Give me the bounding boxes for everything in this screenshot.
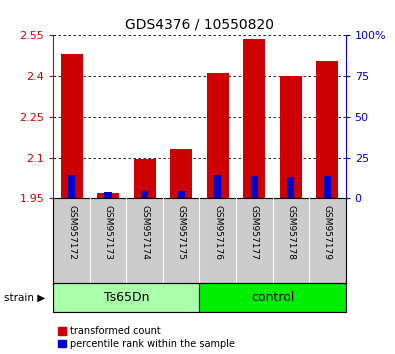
Bar bbox=[141, 191, 149, 198]
Bar bbox=[134, 159, 156, 198]
Bar bbox=[316, 61, 338, 198]
Bar bbox=[53, 283, 199, 312]
Text: GSM957177: GSM957177 bbox=[250, 205, 259, 260]
Bar bbox=[251, 176, 258, 198]
Bar bbox=[287, 177, 295, 198]
Bar bbox=[104, 192, 112, 198]
Bar bbox=[178, 192, 185, 198]
Bar bbox=[243, 39, 265, 198]
Text: strain ▶: strain ▶ bbox=[4, 292, 45, 302]
Text: GSM957175: GSM957175 bbox=[177, 205, 186, 260]
Title: GDS4376 / 10550820: GDS4376 / 10550820 bbox=[125, 17, 274, 32]
Text: Ts65Dn: Ts65Dn bbox=[103, 291, 149, 304]
Text: GSM957176: GSM957176 bbox=[213, 205, 222, 260]
Bar bbox=[214, 175, 221, 198]
Bar bbox=[68, 175, 75, 198]
Bar bbox=[199, 283, 346, 312]
Bar bbox=[280, 76, 302, 198]
Text: GSM957173: GSM957173 bbox=[103, 205, 113, 260]
Legend: transformed count, percentile rank within the sample: transformed count, percentile rank withi… bbox=[58, 326, 235, 349]
Text: GSM957174: GSM957174 bbox=[140, 205, 149, 260]
Text: GSM957172: GSM957172 bbox=[67, 205, 76, 260]
Text: GSM957178: GSM957178 bbox=[286, 205, 295, 260]
Bar bbox=[61, 55, 83, 198]
Text: control: control bbox=[251, 291, 294, 304]
Bar bbox=[170, 149, 192, 198]
Text: GSM957179: GSM957179 bbox=[323, 205, 332, 260]
Bar bbox=[207, 73, 229, 198]
Bar bbox=[97, 193, 119, 198]
Bar bbox=[324, 176, 331, 198]
